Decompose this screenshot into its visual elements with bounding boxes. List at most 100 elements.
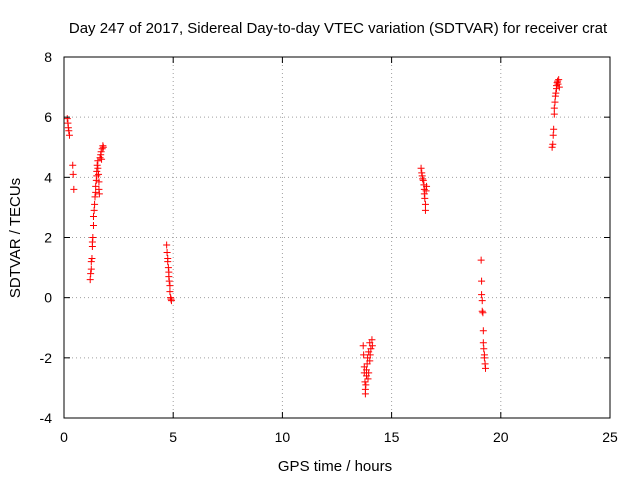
data-point-marker (368, 336, 376, 344)
data-point-marker (479, 327, 487, 335)
data-point-marker (87, 265, 95, 273)
data-point-marker (419, 175, 427, 183)
data-point-marker (478, 277, 486, 285)
data-point-marker (361, 378, 369, 386)
data-point-marker (362, 381, 370, 389)
data-point-marker (423, 182, 431, 190)
data-point-marker (478, 297, 486, 305)
data-point-marker (555, 83, 563, 91)
chart-title: Day 247 of 2017, Sidereal Day-to-day VTE… (69, 20, 608, 37)
data-point-marker (164, 258, 172, 266)
data-point-marker (548, 143, 556, 151)
data-point-marker (549, 131, 557, 139)
y-tick-label: 4 (44, 169, 52, 185)
x-tick-label: 5 (169, 429, 177, 445)
data-point-marker (368, 342, 376, 350)
data-point-marker (65, 131, 73, 139)
data-point-marker (555, 76, 563, 84)
x-tick-label: 20 (493, 429, 509, 445)
data-point-marker (165, 277, 173, 285)
data-point-marker (554, 80, 562, 88)
data-point-marker (95, 170, 103, 178)
data-point-marker (95, 178, 103, 186)
data-point-marker (166, 288, 174, 296)
data-point-marker (550, 110, 558, 118)
data-point-marker (421, 194, 429, 202)
data-point-marker (92, 188, 100, 196)
x-tick-label: 0 (60, 429, 68, 445)
y-tick-label: 6 (44, 109, 52, 125)
x-tick-label: 15 (384, 429, 400, 445)
data-point-marker (364, 375, 372, 383)
data-point-marker (89, 212, 97, 220)
data-point-marker (93, 161, 101, 169)
data-point-marker (550, 104, 558, 112)
data-point-marker (87, 258, 95, 266)
data-point-marker (65, 127, 73, 135)
data-point-marker (163, 241, 171, 249)
y-tick-label: -2 (40, 350, 53, 366)
data-point-marker (167, 297, 175, 305)
data-point-marker (550, 125, 558, 133)
y-tick-label: 0 (44, 290, 52, 306)
y-tick-label: -4 (40, 410, 53, 426)
grid-lines (64, 57, 610, 418)
data-point-marker (87, 270, 95, 278)
data-point-marker (98, 145, 106, 153)
data-point-marker (417, 164, 425, 172)
data-point-marker (95, 190, 103, 198)
data-point-marker (479, 309, 487, 317)
data-point-marker (477, 256, 485, 264)
y-tick-label: 8 (44, 49, 52, 65)
data-point-marker (63, 115, 71, 123)
data-point-marker (360, 351, 368, 359)
data-point-marker (99, 143, 107, 151)
data-point-marker (94, 164, 102, 172)
data-point-marker (421, 200, 429, 208)
data-point-marker (552, 82, 560, 90)
data-point-marker (91, 193, 99, 201)
data-point-marker (419, 176, 427, 184)
data-point-marker (479, 339, 487, 347)
data-point-marker (361, 390, 369, 398)
data-point-marker (70, 185, 78, 193)
data-point-marker (97, 148, 105, 156)
x-tick-label: 10 (275, 429, 291, 445)
data-points (63, 76, 563, 398)
data-point-marker (552, 89, 560, 97)
data-point-marker (69, 161, 77, 169)
data-point-marker (365, 369, 373, 377)
data-point-marker (482, 364, 490, 372)
data-point-marker (359, 342, 367, 350)
data-point-marker (480, 345, 488, 353)
data-point-marker (96, 154, 104, 162)
data-point-marker (421, 206, 429, 214)
data-point-marker (480, 354, 488, 362)
data-point-marker (93, 167, 101, 175)
data-point-marker (89, 234, 97, 241)
data-point-marker (367, 345, 375, 353)
data-point-marker (90, 206, 98, 214)
data-point-marker (478, 307, 486, 315)
data-point-marker (98, 155, 106, 163)
data-point-marker (163, 249, 171, 257)
data-point-marker (86, 276, 94, 284)
y-axis-label: SDTVAR / TECUs (7, 178, 24, 298)
data-point-marker (549, 140, 557, 148)
x-axis-label: GPS time / hours (278, 458, 392, 475)
tick-labels: 0 5 10 15 20 25 -4 -2 0 2 4 6 8 (40, 49, 618, 445)
data-point-marker (478, 291, 486, 299)
data-point-marker (366, 357, 374, 365)
x-tick-label: 25 (602, 429, 618, 445)
data-point-marker (89, 221, 97, 229)
data-point-marker (91, 200, 99, 208)
data-point-marker (166, 282, 174, 290)
axis-ticks (63, 56, 611, 419)
y-tick-label: 2 (44, 230, 52, 246)
data-point-marker (88, 255, 96, 263)
data-point-marker (69, 170, 77, 178)
data-point-marker (551, 98, 559, 106)
data-point-marker (366, 351, 374, 359)
